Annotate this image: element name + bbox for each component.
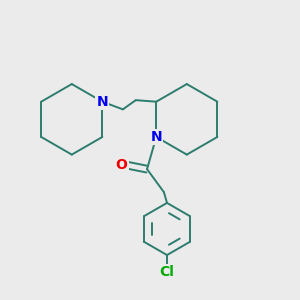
Text: Cl: Cl <box>160 265 174 279</box>
Text: N: N <box>97 95 108 109</box>
Text: O: O <box>116 158 127 172</box>
Text: N: N <box>150 130 162 144</box>
